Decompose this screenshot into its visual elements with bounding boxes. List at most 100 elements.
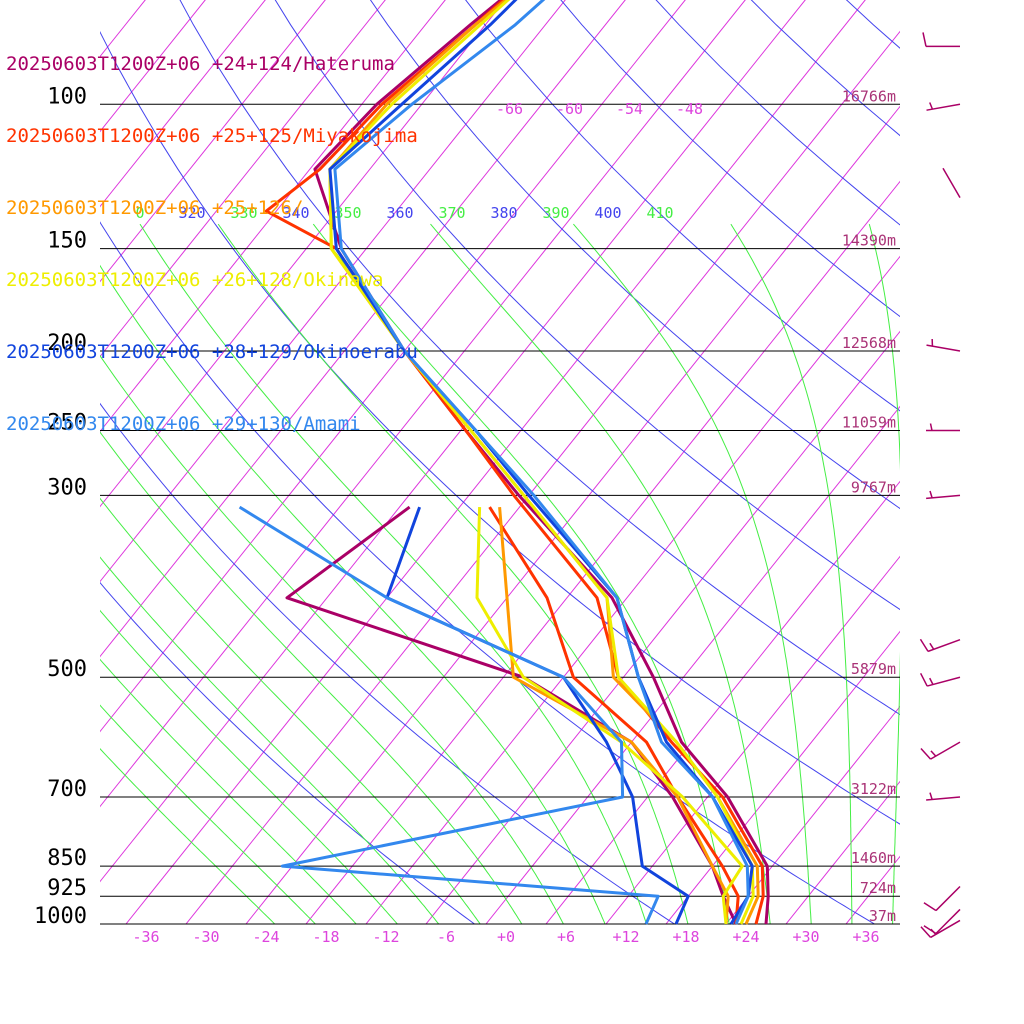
- isotherm: [545, 480, 900, 924]
- dry-adiabat: [560, 0, 900, 318]
- dry-adiabat: [179, 0, 900, 716]
- dry-adiabat: [274, 0, 900, 611]
- height-label: 14390m: [842, 232, 896, 250]
- temperature-tick: -30: [192, 928, 219, 946]
- moist-adiabat-lines: [100, 223, 900, 924]
- height-label: 11059m: [842, 413, 896, 431]
- dry-adiabat: [100, 30, 900, 825]
- isotherm: [485, 405, 900, 924]
- wind-barb: [919, 672, 961, 687]
- wind-barb: [920, 741, 961, 760]
- temperature-tick: +30: [792, 928, 819, 946]
- moist-adiabat: [100, 431, 523, 924]
- isotherm: [0, 0, 52, 924]
- temperature-tick: +12: [612, 928, 639, 946]
- height-label: 724m: [860, 879, 896, 897]
- wind-barbs: [919, 32, 961, 939]
- height-label: 1460m: [851, 849, 896, 867]
- dry-adiabat-lines: [100, 0, 1024, 941]
- axis-labels: 100 16766m 150 14390m 200 12568m 250 11059m 300 9…: [34, 84, 896, 946]
- temperature-tick: -6: [437, 928, 455, 946]
- isotherm: [100, 0, 686, 733]
- moist-adiabat: [100, 748, 276, 924]
- isotherm: [100, 0, 626, 658]
- dry-adiabat: [465, 0, 900, 412]
- isotherm: [100, 0, 206, 133]
- theta-label: 0: [135, 204, 144, 222]
- theta-label: 330: [230, 204, 257, 222]
- moist-adiabat: [139, 223, 648, 924]
- theta-label: 400: [594, 204, 621, 222]
- isotherm: [100, 0, 566, 583]
- theta-label: 410: [646, 204, 673, 222]
- moist-adiabat: [217, 223, 689, 924]
- moist-adiabat: [100, 704, 317, 924]
- wind-barb: [926, 102, 961, 111]
- moist-adiabat: [100, 264, 606, 924]
- pressure-label: 300: [47, 475, 87, 500]
- isotherm: [185, 30, 900, 924]
- upper-temperature-label: -60: [556, 100, 583, 118]
- wind-barb: [920, 919, 961, 939]
- moist-adiabat: [100, 497, 481, 924]
- wind-barb: [922, 32, 960, 48]
- moist-adiabat: [730, 223, 853, 924]
- temperature-line: [264, 0, 765, 925]
- wind-barb: [923, 908, 961, 935]
- pressure-label: 850: [47, 846, 87, 871]
- temperature-tick: +6: [557, 928, 575, 946]
- isobar-lines: [100, 103, 900, 925]
- isotherm: [100, 0, 446, 433]
- dry-adiabat: [655, 0, 900, 226]
- theta-label: 320: [178, 204, 205, 222]
- dewpoint-line: [498, 506, 730, 925]
- pressure-label: 200: [47, 331, 87, 356]
- wind-barb: [926, 423, 960, 432]
- temperature-tick: +18: [672, 928, 699, 946]
- theta-label: 370: [438, 204, 465, 222]
- isotherm: [665, 630, 900, 924]
- moist-adiabat: [430, 223, 771, 924]
- wind-barb: [926, 490, 961, 500]
- temperature-tick: +36: [852, 928, 879, 946]
- height-label: 3122m: [851, 780, 896, 798]
- temperature-line: [328, 0, 755, 925]
- pressure-label: 150: [47, 229, 87, 254]
- pressure-label: 1000: [34, 904, 87, 929]
- pressure-label: 100: [47, 84, 87, 109]
- dry-adiabat: [369, 0, 900, 510]
- temperature-tick: -18: [312, 928, 339, 946]
- moist-adiabat: [868, 223, 900, 924]
- dry-adiabat: [946, 0, 1024, 941]
- temperature-tick: -12: [372, 928, 399, 946]
- temperature-tick: -24: [252, 928, 279, 946]
- temperature-line: [328, 0, 754, 925]
- dewpoint-line: [475, 507, 744, 925]
- upper-temperature-label: -48: [676, 100, 703, 118]
- wind-barb: [923, 885, 961, 912]
- isotherm: [100, 0, 386, 358]
- wind-barb: [919, 638, 961, 653]
- height-label: 5879m: [851, 660, 896, 678]
- wind-barb: [942, 167, 961, 199]
- pressure-label: 500: [47, 657, 87, 682]
- height-label: 16766m: [842, 87, 896, 105]
- theta-label: 340: [282, 204, 309, 222]
- moist-adiabat: [312, 223, 730, 924]
- wind-barb: [926, 792, 961, 801]
- moist-adiabat: [100, 354, 564, 924]
- height-label: 9767m: [851, 478, 896, 496]
- isotherm: [100, 0, 326, 283]
- isotherm: [100, 0, 146, 58]
- height-label: 12568m: [842, 334, 896, 352]
- dry-adiabat: [100, 402, 676, 924]
- isotherm: [305, 180, 900, 924]
- isotherm: [125, 0, 866, 924]
- wind-barb: [926, 338, 961, 352]
- moist-adiabat: [573, 223, 812, 924]
- isotherm-lines: [0, 0, 900, 924]
- isotherm: [605, 555, 900, 924]
- temperature-tick: +0: [497, 928, 515, 946]
- theta-label: 380: [490, 204, 517, 222]
